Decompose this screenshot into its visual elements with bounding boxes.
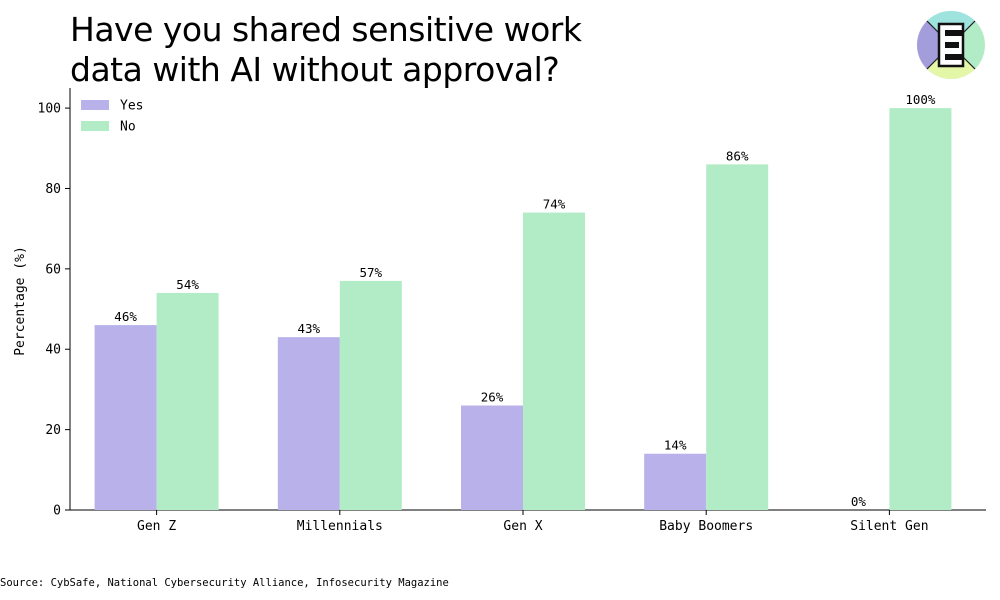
bar-no — [339, 280, 402, 510]
bar-yes — [94, 325, 157, 510]
x-tick-label: Millennials — [297, 519, 383, 534]
y-tick-label: 0 — [53, 504, 61, 519]
legend-label-yes: Yes — [120, 99, 143, 114]
data-label: 43% — [298, 321, 321, 336]
chart-bars: 46% 54% 43% 57% 26% 74% 14% 86% 0% 100% — [94, 92, 952, 511]
source-note: Source: CybSafe, National Cybersecurity … — [0, 577, 449, 589]
y-tick-label: 40 — [45, 343, 61, 358]
chart-axes: 0 20 40 60 80 100 Percentage (%) Gen Z Millennia… — [13, 88, 986, 534]
bar-no — [889, 108, 952, 510]
x-tick-label: Baby Boomers — [659, 519, 753, 534]
data-label: 100% — [905, 92, 936, 107]
x-tick-label: Gen X — [503, 519, 542, 534]
title-line-1: Have you shared sensitive work — [70, 10, 582, 49]
data-label: 14% — [664, 438, 687, 453]
bar-no — [156, 292, 219, 510]
x-tick-label: Silent Gen — [850, 519, 928, 534]
bar-yes — [277, 337, 340, 510]
bar-no — [706, 164, 769, 510]
chart-legend: Yes No — [81, 99, 143, 135]
data-label: 86% — [726, 148, 749, 163]
data-label: 46% — [114, 309, 137, 324]
e-logo-icon — [917, 11, 985, 79]
bar-no — [523, 212, 585, 511]
data-label: 74% — [543, 197, 566, 212]
y-tick-label: 80 — [45, 182, 61, 197]
data-label: 54% — [176, 277, 199, 292]
y-tick-label: 60 — [45, 262, 61, 277]
legend-label-no: No — [120, 120, 136, 135]
data-label: 57% — [360, 265, 383, 280]
data-label: 0% — [851, 494, 867, 509]
title-line-2: data with AI without approval? — [70, 50, 560, 89]
data-label: 26% — [481, 390, 504, 405]
x-tick-label: Gen Z — [137, 519, 176, 534]
legend-swatch-no — [81, 121, 109, 131]
legend-swatch-yes — [81, 100, 109, 110]
y-axis-label: Percentage (%) — [13, 246, 28, 356]
y-tick-label: 20 — [45, 423, 61, 438]
bar-yes — [461, 405, 523, 510]
y-tick-label: 100 — [38, 102, 61, 117]
bar-yes — [644, 453, 707, 510]
chart-title: Have you shared sensitive work data with… — [70, 10, 690, 90]
